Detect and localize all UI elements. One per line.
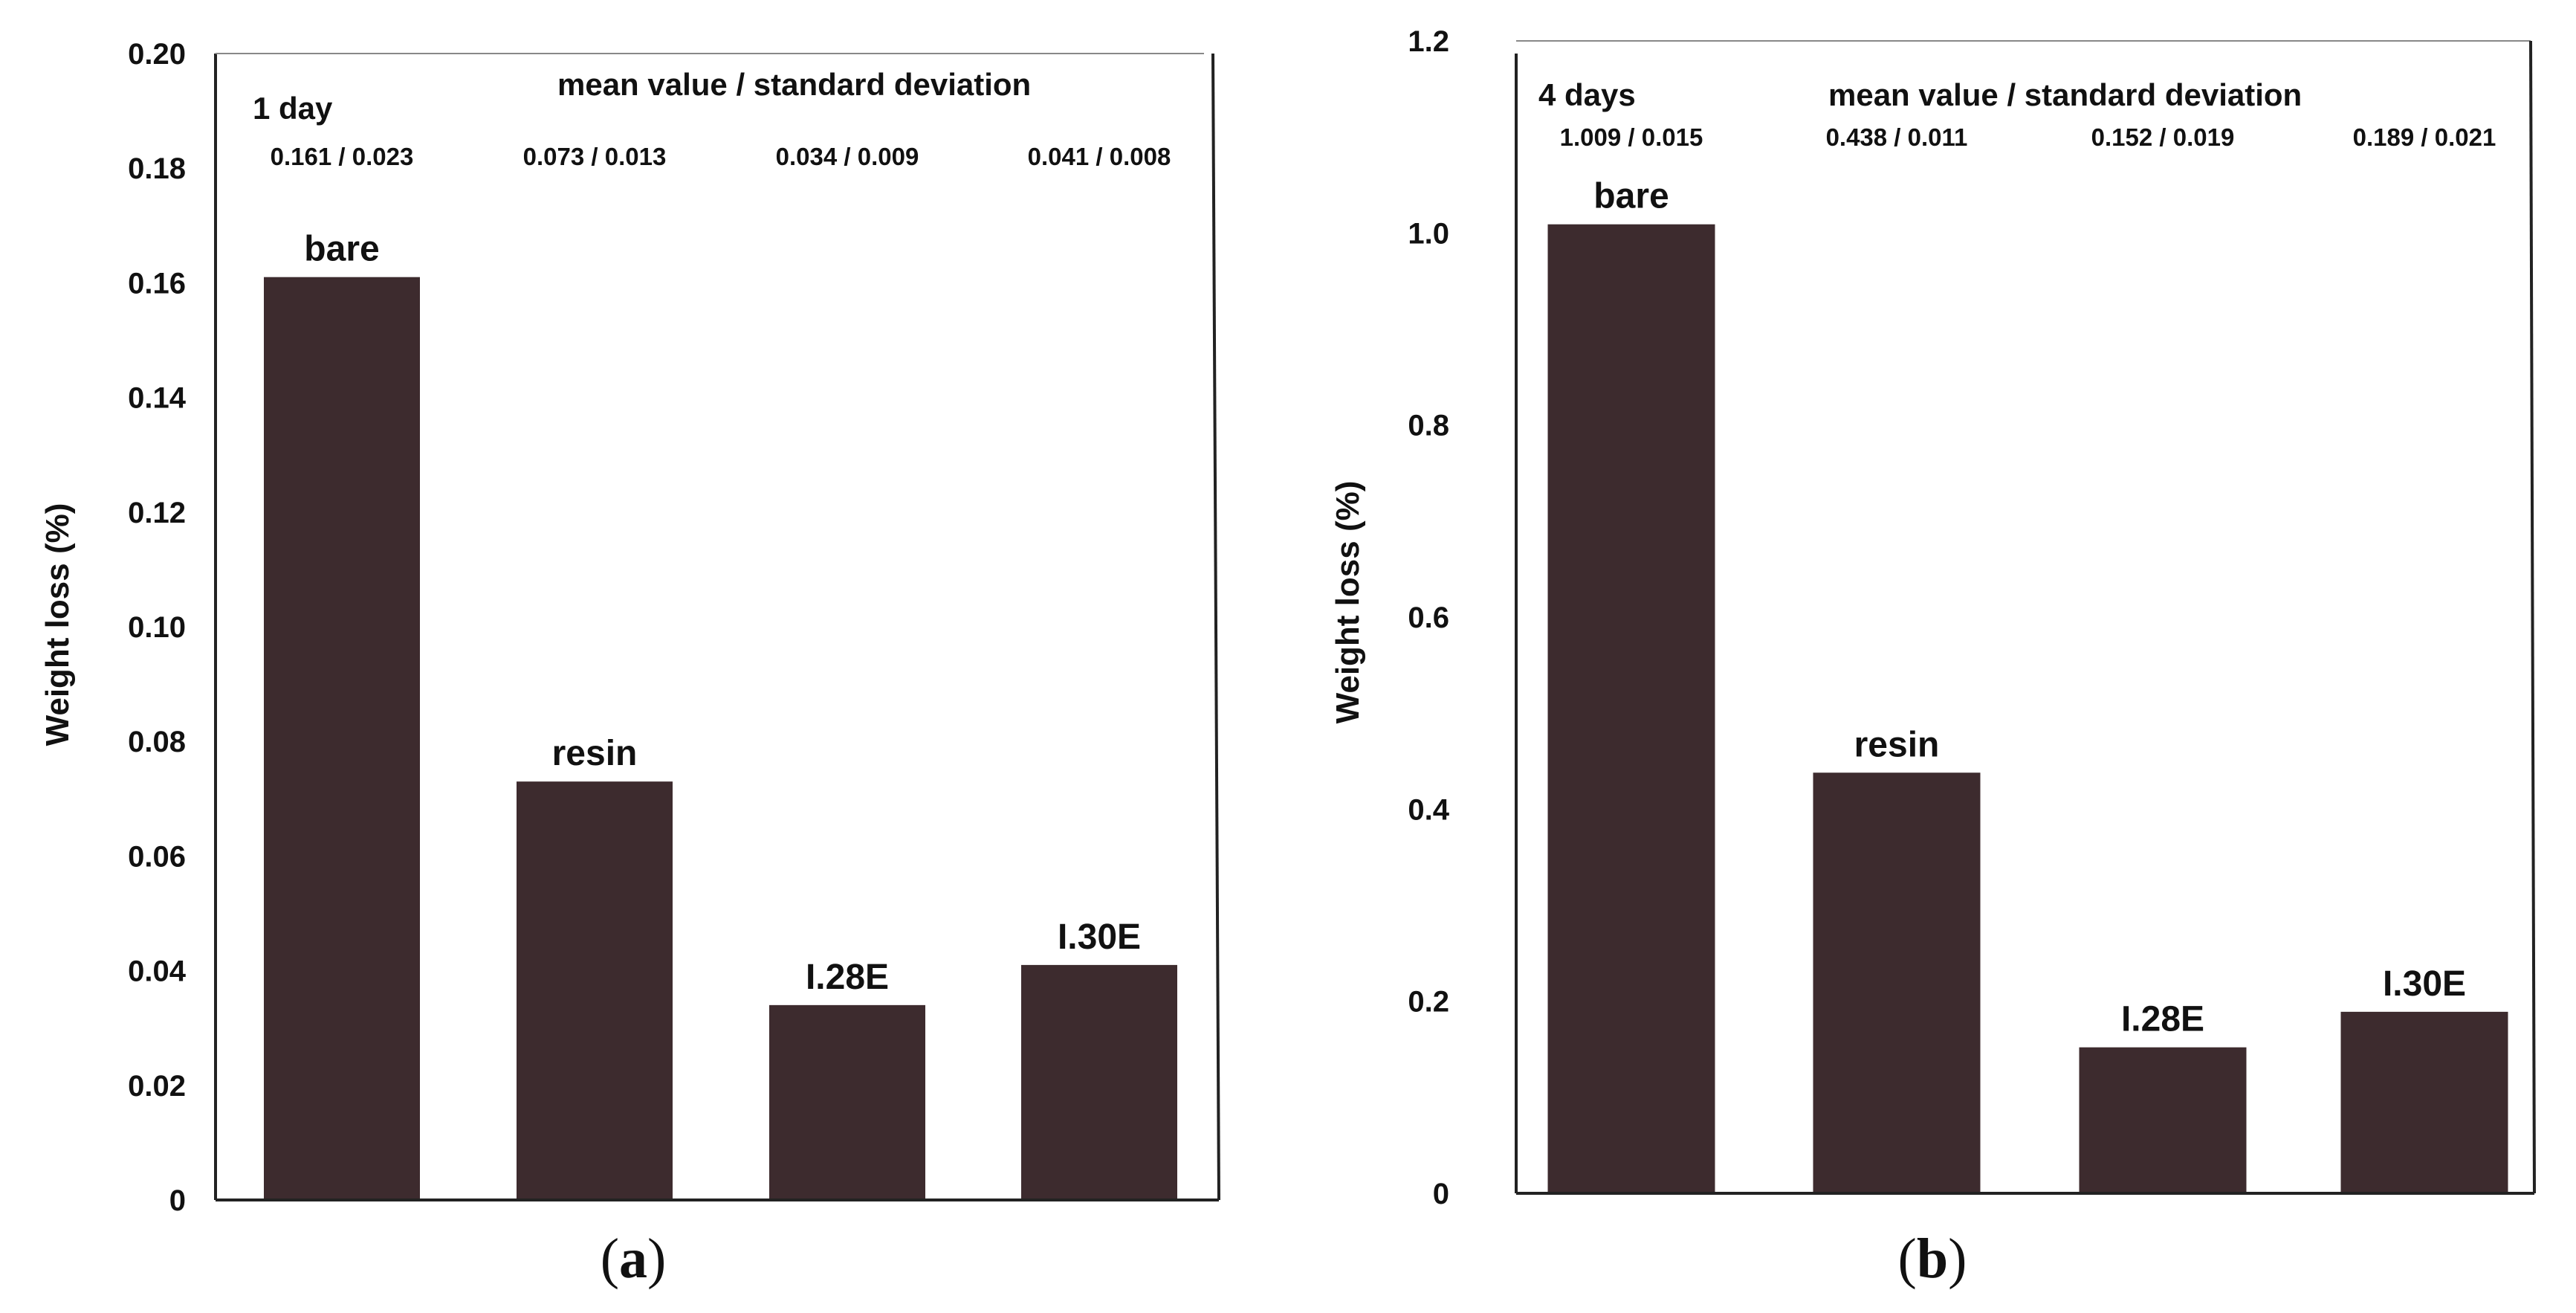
stat-label-i-28e: 0.034 / 0.009 (776, 143, 919, 170)
bar-labels-a: bare resin I.28E I.30E (304, 230, 1141, 997)
y-tick-label: 0.14 (128, 382, 187, 415)
stat-label-i-30e: 0.189 / 0.021 (2353, 123, 2496, 151)
caption-a: (a) (601, 1227, 667, 1290)
bar-labels-b: bare resin I.28E I.30E (1593, 177, 2466, 1039)
caption-b: (b) (1898, 1227, 1967, 1290)
y-tick-label: 0.12 (128, 497, 186, 529)
stat-label-bare: 0.161 / 0.023 (271, 143, 414, 170)
y-tick-label: 0.06 (128, 840, 186, 873)
y-tick-label: 0.8 (1408, 410, 1449, 442)
stat-label-resin: 0.073 / 0.013 (523, 143, 667, 170)
y-tick-label: 0.2 (1408, 986, 1449, 1019)
y-tick-label: 0.16 (128, 267, 186, 300)
y-tick-label: 0.20 (128, 38, 186, 71)
y-tick-label: 0.08 (128, 726, 186, 758)
y-tick-label: 1.2 (1408, 25, 1449, 58)
bar-resin (1813, 772, 1981, 1193)
stat-label-i-28e: 0.152 / 0.019 (2091, 123, 2235, 151)
period-label-a: 1 day (253, 91, 333, 126)
bar-label-resin: resin (552, 734, 638, 773)
stats-header-a: mean value / standard deviation (557, 67, 1031, 102)
bar-i-30e (2340, 1011, 2508, 1193)
bar-label-resin: resin (1854, 725, 1940, 764)
y-tick-labels-b: 0 0.2 0.4 0.6 0.8 1.0 1.2 (1408, 25, 1449, 1210)
bar-label-i-28e: I.28E (2121, 1000, 2204, 1039)
period-label-b: 4 days (1538, 77, 1636, 112)
y-tick-label: 1.0 (1408, 217, 1449, 250)
stat-labels-b: 1.009 / 0.015 0.438 / 0.011 0.152 / 0.019 0… (1560, 123, 2496, 151)
chart-panel-b: 00.20.40.60.81.01.2 bareresinI.28EI.30E … (1330, 25, 2536, 1290)
caption-letter-b: b (1917, 1227, 1948, 1290)
frame-right-a (1211, 53, 1220, 1201)
bar-i-28e (2079, 1047, 2247, 1193)
bar-label-i-30e: I.30E (1058, 917, 1141, 957)
y-tick-label: 0.04 (128, 955, 187, 988)
chart-panel-a: 0 0.02 0.04 0.06 0.08 0.10 0.12 0.14 0.16 0.18 0.2… (39, 38, 1220, 1290)
bar-i-28e (769, 1004, 925, 1200)
bar-label-i-28e: I.28E (806, 958, 889, 997)
stat-label-resin: 0.438 / 0.011 (1826, 123, 1968, 151)
y-tick-label: 0.02 (128, 1070, 186, 1103)
stat-label-bare: 1.009 / 0.015 (1560, 123, 1703, 151)
bar-resin (517, 781, 673, 1200)
stats-header-b: mean value / standard deviation (1828, 77, 2302, 112)
bar-i-30e (1021, 964, 1177, 1200)
y-tick-label: 0.4 (1408, 793, 1449, 826)
bars-b (1547, 224, 2508, 1193)
stat-label-i-30e: 0.041 / 0.008 (1028, 143, 1171, 170)
bar-label-bare: bare (304, 230, 379, 269)
stat-labels-a: 0.161 / 0.023 0.073 / 0.013 0.034 / 0.009 0… (271, 143, 1171, 170)
bar-bare (264, 277, 420, 1201)
bar-label-i-30e: I.30E (2383, 964, 2466, 1004)
y-tick-label: 0.10 (128, 611, 186, 644)
caption-letter-a: a (619, 1227, 647, 1290)
y-tick-label: 0.18 (128, 152, 186, 185)
y-tick-label: 0 (169, 1184, 186, 1217)
frame-right-b (2529, 40, 2536, 1194)
y-tick-label: 0 (1433, 1178, 1449, 1210)
bars-a (264, 277, 1177, 1201)
y-tick-labels-a: 0 0.02 0.04 0.06 0.08 0.10 0.12 0.14 0.16 0.18 0.2… (128, 38, 187, 1217)
y-axis-title-b: Weight loss (%) (1330, 481, 1366, 724)
y-tick-label: 0.6 (1408, 601, 1449, 634)
bar-label-bare: bare (1593, 177, 1669, 216)
y-axis-title-a: Weight loss (%) (39, 503, 76, 746)
bar-bare (1547, 224, 1715, 1193)
